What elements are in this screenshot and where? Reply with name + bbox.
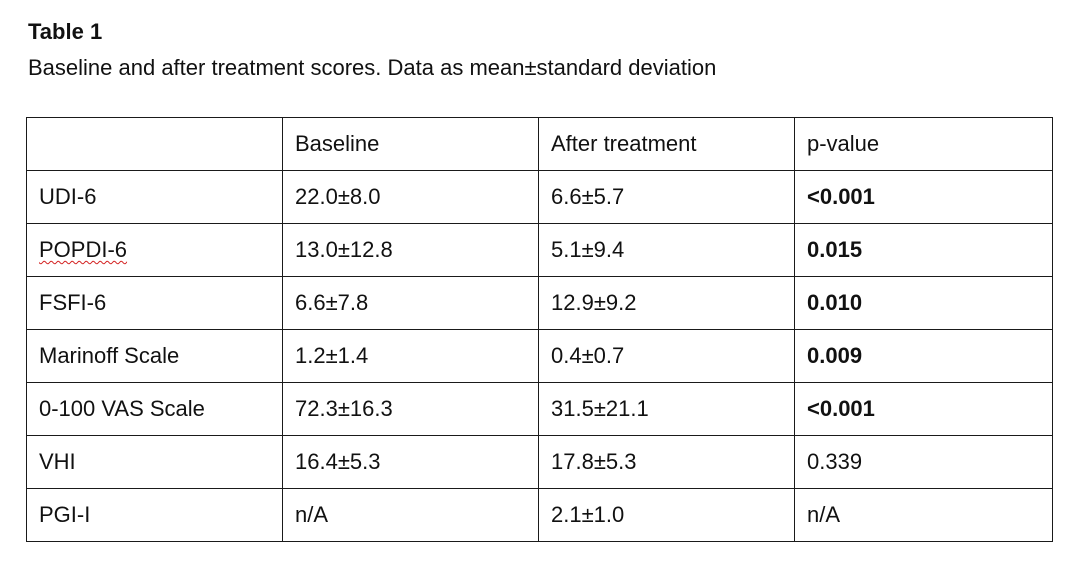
p-value-cell: <0.001 [794,170,1053,224]
measure-cell: 0-100 VAS Scale [26,382,283,436]
header-cell-p-value: p-value [794,117,1053,171]
header-cell-after-treatment: After treatment [538,117,795,171]
table-row: VHI 16.4±5.3 17.8±5.3 0.339 [26,435,1053,489]
after-treatment-cell: 5.1±9.4 [538,223,795,277]
header-cell-baseline: Baseline [282,117,539,171]
table-row: 0-100 VAS Scale 72.3±16.3 31.5±21.1 <0.0… [26,382,1053,436]
p-value-cell: 0.339 [794,435,1053,489]
baseline-cell: 72.3±16.3 [282,382,539,436]
measure-cell: Marinoff Scale [26,329,283,383]
header-cell-empty [26,117,283,171]
baseline-cell: 22.0±8.0 [282,170,539,224]
table-row: PGI-I n/A 2.1±1.0 n/A [26,488,1053,542]
table-row: Marinoff Scale 1.2±1.4 0.4±0.7 0.009 [26,329,1053,383]
after-treatment-cell: 2.1±1.0 [538,488,795,542]
header-row: Baseline After treatment p-value [26,117,1053,171]
measure-cell: PGI-I [26,488,283,542]
after-treatment-cell: 17.8±5.3 [538,435,795,489]
table-row: UDI-6 22.0±8.0 6.6±5.7 <0.001 [26,170,1053,224]
after-treatment-cell: 0.4±0.7 [538,329,795,383]
baseline-cell: 13.0±12.8 [282,223,539,277]
p-value-cell: 0.015 [794,223,1053,277]
measure-cell: UDI-6 [26,170,283,224]
spellcheck-flagged-text[interactable]: POPDI-6 [39,237,128,262]
p-value-cell: n/A [794,488,1053,542]
measure-cell: VHI [26,435,283,489]
results-table: Baseline After treatment p-value UDI-6 2… [26,117,1053,542]
p-value-cell: <0.001 [794,382,1053,436]
table-row: POPDI-6 13.0±12.8 5.1±9.4 0.015 [26,223,1053,277]
p-value-cell: 0.010 [794,276,1053,330]
table-row: FSFI-6 6.6±7.8 12.9±9.2 0.010 [26,276,1053,330]
table-title: Table 1 [28,19,103,44]
baseline-cell: 1.2±1.4 [282,329,539,383]
measure-cell: POPDI-6 [26,223,283,277]
baseline-cell: 16.4±5.3 [282,435,539,489]
after-treatment-cell: 6.6±5.7 [538,170,795,224]
table-caption: Baseline and after treatment scores. Dat… [28,55,717,80]
baseline-cell: 6.6±7.8 [282,276,539,330]
baseline-cell: n/A [282,488,539,542]
p-value-cell: 0.009 [794,329,1053,383]
after-treatment-cell: 12.9±9.2 [538,276,795,330]
after-treatment-cell: 31.5±21.1 [538,382,795,436]
measure-cell: FSFI-6 [26,276,283,330]
